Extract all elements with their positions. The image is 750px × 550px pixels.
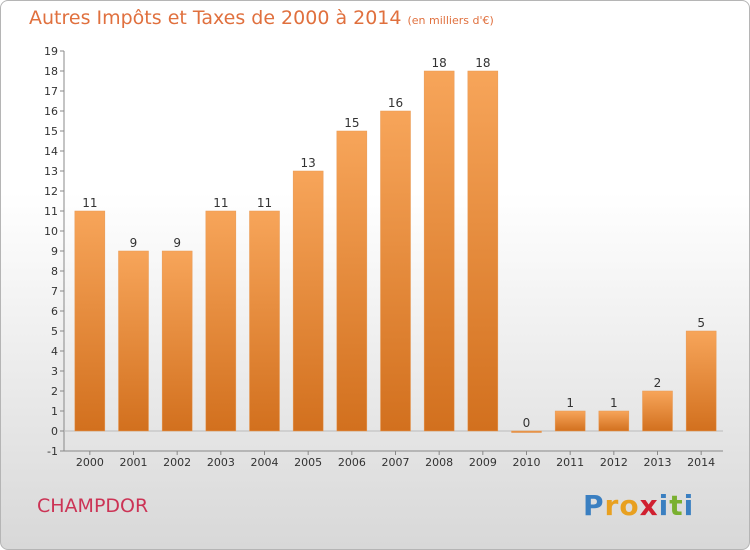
- y-tick-label: 0: [51, 425, 58, 438]
- y-tick-label: 13: [44, 165, 58, 178]
- y-tick-label: 10: [44, 225, 58, 238]
- x-tick-label: 2010: [513, 456, 541, 469]
- x-tick-label: 2007: [382, 456, 410, 469]
- value-label: 15: [344, 116, 359, 130]
- x-tick-label: 2006: [338, 456, 366, 469]
- bar-2001: [118, 250, 149, 432]
- x-tick-label: 2001: [120, 456, 148, 469]
- bar-2011: [554, 410, 586, 432]
- bar-2003: [205, 210, 237, 432]
- bar-2005: [292, 170, 324, 432]
- x-tick-label: 2013: [644, 456, 672, 469]
- value-label: 0: [523, 416, 531, 430]
- x-tick-label: 2009: [469, 456, 497, 469]
- y-tick-label: 14: [44, 145, 58, 158]
- value-label: 16: [388, 96, 403, 110]
- value-label: 11: [82, 196, 97, 210]
- title-text: Autres Impôts et Taxes de 2000 à 2014: [29, 7, 402, 29]
- y-tick-label: 17: [44, 85, 58, 98]
- bar-2012: [598, 410, 630, 432]
- x-tick-label: 2014: [687, 456, 715, 469]
- x-tick-label: 2008: [425, 456, 453, 469]
- bar-2008: [423, 70, 455, 432]
- value-label: 1: [610, 396, 618, 410]
- bar-2002: [161, 250, 193, 432]
- value-label: 2: [654, 376, 662, 390]
- x-tick-label: 2003: [207, 456, 235, 469]
- x-tick-label: 2004: [251, 456, 279, 469]
- y-tick-label: 6: [51, 305, 58, 318]
- y-tick-label: 11: [44, 205, 58, 218]
- logo-letter: i: [658, 489, 670, 522]
- value-label: 9: [130, 236, 138, 250]
- place-name: CHAMPDOR: [37, 495, 149, 517]
- bar-2007: [380, 110, 411, 432]
- bar-2004: [249, 210, 280, 432]
- logo-letter: t: [669, 489, 684, 522]
- value-label: 11: [257, 196, 272, 210]
- logo-letter: o: [619, 489, 640, 522]
- value-label: 5: [697, 316, 705, 330]
- y-tick-label: 7: [51, 285, 58, 298]
- y-tick-label: 8: [51, 265, 58, 278]
- chart-labels: 2000112001920029200311200411200513200615…: [76, 56, 715, 469]
- logo-letter: P: [583, 489, 605, 522]
- logo-letter: x: [639, 489, 659, 522]
- logo-letter: r: [604, 489, 620, 522]
- y-tick-label: 19: [44, 45, 58, 58]
- chart-bars: [74, 70, 717, 433]
- value-label: 13: [301, 156, 316, 170]
- bar-2000: [74, 210, 106, 432]
- x-tick-label: 2011: [556, 456, 584, 469]
- y-tick-label: 9: [51, 245, 58, 258]
- x-tick-label: 2000: [76, 456, 104, 469]
- y-tick-label: -1: [47, 445, 58, 458]
- bar-2006: [336, 130, 368, 432]
- proxiti-logo: Proxiti: [583, 489, 694, 522]
- bar-2013: [642, 390, 673, 432]
- value-label: 18: [432, 56, 447, 70]
- x-tick-label: 2002: [163, 456, 191, 469]
- y-tick-label: 5: [51, 325, 58, 338]
- value-label: 9: [173, 236, 181, 250]
- x-tick-label: 2005: [294, 456, 322, 469]
- y-tick-label: 2: [51, 385, 58, 398]
- value-label: 1: [566, 396, 574, 410]
- y-tick-label: 16: [44, 105, 58, 118]
- logo-letter: i: [683, 489, 695, 522]
- value-label: 11: [213, 196, 228, 210]
- bar-2010: [511, 430, 542, 433]
- chart-title: Autres Impôts et Taxes de 2000 à 2014 (en…: [29, 7, 494, 29]
- x-tick-label: 2012: [600, 456, 628, 469]
- y-tick-label: 3: [51, 365, 58, 378]
- chart-subtitle: (en milliers d'€): [407, 14, 494, 27]
- y-tick-label: 12: [44, 185, 58, 198]
- y-tick-label: 18: [44, 65, 58, 78]
- y-tick-label: 4: [51, 345, 58, 358]
- y-tick-label: 1: [51, 405, 58, 418]
- value-label: 18: [475, 56, 490, 70]
- y-tick-label: 15: [44, 125, 58, 138]
- bar-2014: [685, 330, 717, 432]
- bar-2009: [467, 70, 499, 432]
